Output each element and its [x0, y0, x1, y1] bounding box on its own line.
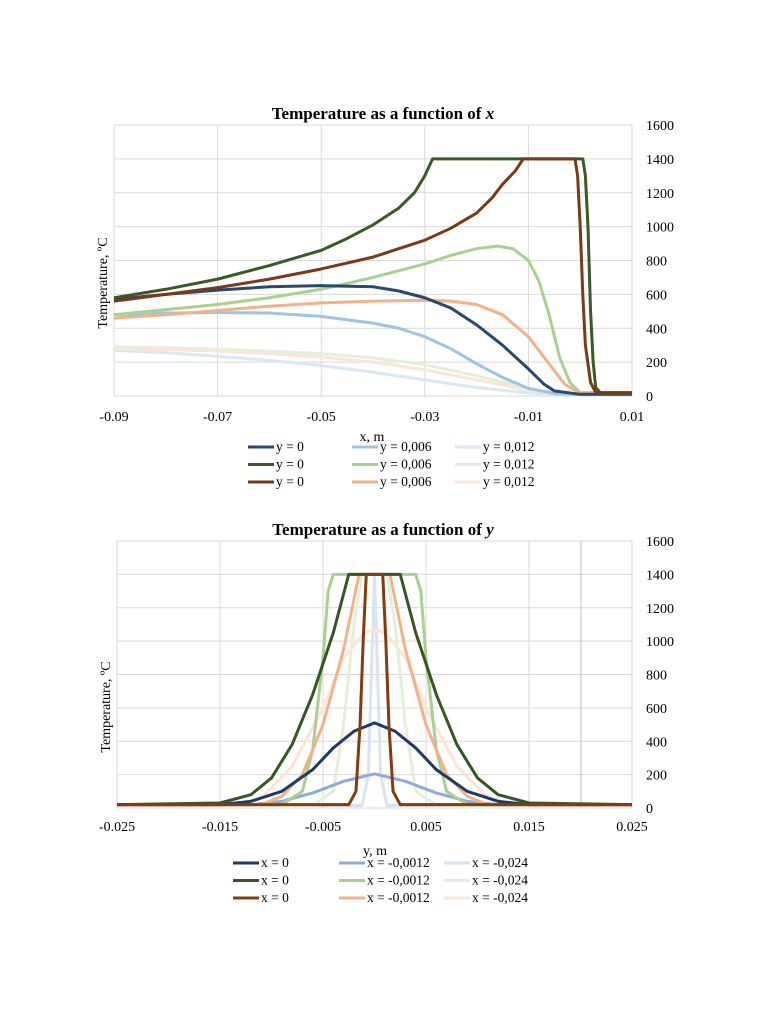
y-tick-label: 800: [646, 255, 667, 270]
x-tick-label: 0.025: [616, 820, 648, 835]
x-tick-label: -0.01: [514, 410, 543, 425]
y-tick-label: 0: [646, 802, 653, 817]
y-tick-label: 1200: [646, 187, 674, 202]
legend-label: x = -0,024: [472, 855, 528, 870]
x-tick-label: -0.09: [99, 410, 128, 425]
y-tick-label: 1600: [646, 119, 674, 134]
legend-label: y = 0: [276, 474, 304, 489]
legend: x = 0 x = 0 x = 0 x = -0,0012 x = -0,0012 x =…: [233, 855, 528, 905]
legend-label: x = -0,0012: [367, 890, 430, 905]
series-line: [117, 572, 632, 807]
chart-title: Temperature as a function of y: [272, 520, 494, 539]
legend-label: x = -0,024: [472, 890, 528, 905]
y-tick-label: 600: [646, 288, 667, 303]
y-tick-label: 200: [646, 356, 667, 371]
legend-label: x = -0,024: [472, 873, 528, 888]
legend-label: y = 0,006: [380, 474, 432, 489]
legend-label: y = 0,012: [483, 439, 535, 454]
x-tick-label: -0.03: [410, 410, 439, 425]
y-tick-label: 800: [646, 669, 667, 684]
series-line: [114, 157, 632, 395]
legend: y = 0 y = 0 y = 0 y = 0,006 y = 0,006 y = 0,0…: [248, 439, 535, 489]
legend-label: x = -0,0012: [367, 873, 430, 888]
y-tick-label: 1600: [646, 535, 674, 550]
plot-area: [116, 540, 633, 809]
x-tick-label: 0.015: [513, 820, 545, 835]
legend-label: x = 0: [261, 873, 289, 888]
y-tick-label: 600: [646, 702, 667, 717]
plot-area: [113, 124, 633, 397]
y-tick-label: 1200: [646, 602, 674, 617]
y-tick-label: 200: [646, 769, 667, 784]
legend-label: y = 0,012: [483, 457, 535, 472]
series-line: [114, 157, 632, 395]
series-line: [114, 348, 632, 397]
legend-label: x = 0: [261, 855, 289, 870]
series-group: [114, 157, 632, 397]
series-line: [114, 298, 632, 395]
x-tick-label: 0.01: [620, 410, 645, 425]
y-tick-label: 400: [646, 735, 667, 750]
chart-temperature-vs-y: Temperature as a function of y y, m Temp…: [99, 520, 674, 905]
x-tick-label: 0.005: [410, 820, 442, 835]
y-tick-label: 0: [646, 390, 653, 405]
legend-label: x = 0: [261, 890, 289, 905]
y-tick-label: 1400: [646, 153, 674, 168]
x-axis-label: y, m: [363, 844, 387, 859]
series-line: [117, 772, 632, 807]
legend-label: y = 0,006: [380, 439, 432, 454]
y-axis-label: Temperature, ºC: [99, 661, 114, 752]
x-tick-label: -0.05: [307, 410, 336, 425]
series-line: [117, 627, 632, 807]
x-axis-label: x, m: [360, 430, 385, 445]
x-tick-label: -0.015: [202, 820, 238, 835]
series-group: [117, 572, 632, 807]
chart-title: Temperature as a function of x: [272, 104, 495, 123]
series-line: [117, 721, 632, 807]
series-line: [114, 244, 632, 395]
series-line: [114, 311, 632, 397]
series-line: [117, 572, 632, 807]
x-tick-label: -0.07: [203, 410, 232, 425]
legend-label: y = 0,006: [380, 457, 432, 472]
series-line: [114, 284, 632, 396]
y-axis-label: Temperature, ºC: [96, 237, 111, 328]
legend-label: y = 0: [276, 439, 304, 454]
x-tick-label: -0.025: [99, 820, 135, 835]
legend-label: x = -0,0012: [367, 855, 430, 870]
x-tick-label: -0.005: [305, 820, 341, 835]
y-tick-label: 400: [646, 322, 667, 337]
legend-label: y = 0: [276, 457, 304, 472]
chart-temperature-vs-x: Temperature as a function of x x, m Temp…: [96, 104, 674, 489]
y-tick-label: 1000: [646, 221, 674, 236]
y-tick-label: 1000: [646, 635, 674, 650]
y-tick-label: 1400: [646, 568, 674, 583]
legend-label: y = 0,012: [483, 474, 535, 489]
